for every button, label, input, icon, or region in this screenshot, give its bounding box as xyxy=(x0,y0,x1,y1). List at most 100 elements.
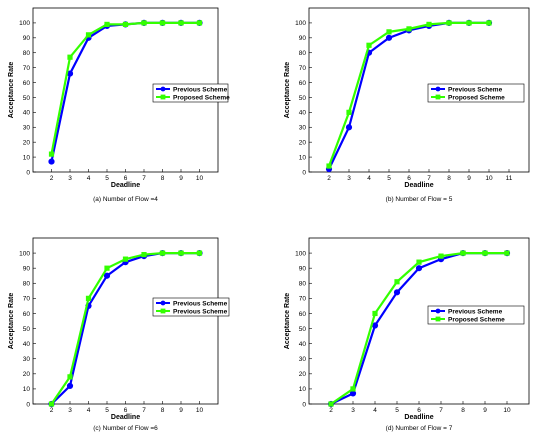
x-tick-label: 11 xyxy=(506,175,513,182)
data-point xyxy=(178,20,184,26)
panel-caption: (d) Number of Flow = 7 xyxy=(386,425,453,432)
plot-frame xyxy=(308,7,530,173)
x-tick-label: 9 xyxy=(179,407,183,414)
y-tick-label: 100 xyxy=(19,20,30,27)
x-tick-label: 4 xyxy=(373,407,377,414)
data-point xyxy=(486,20,492,26)
data-point xyxy=(178,250,184,256)
y-tick-label: 40 xyxy=(299,341,307,348)
x-tick-label: 5 xyxy=(395,407,399,414)
data-point xyxy=(104,265,110,271)
data-point xyxy=(406,26,412,32)
legend-box xyxy=(427,83,525,103)
y-tick-label: 30 xyxy=(299,356,307,363)
y-tick-label: 80 xyxy=(23,50,31,57)
y-tick-label: 70 xyxy=(23,65,31,72)
data-point xyxy=(141,252,147,258)
x-tick-label: 10 xyxy=(503,407,511,414)
x-tick-label: 6 xyxy=(407,175,411,182)
legend-swatch-marker xyxy=(160,308,166,314)
x-tick-label: 4 xyxy=(87,175,91,182)
data-point xyxy=(366,42,372,48)
legend-entry: Previous Scheme xyxy=(448,308,503,315)
y-tick-label: 30 xyxy=(23,125,31,132)
y-tick-label: 20 xyxy=(23,371,31,378)
y-tick-label: 30 xyxy=(23,356,31,363)
y-tick-label: 40 xyxy=(23,341,31,348)
data-point xyxy=(141,20,147,26)
data-point xyxy=(85,295,92,301)
x-tick-label: 8 xyxy=(461,407,465,414)
x-tick-label: 7 xyxy=(427,175,431,182)
data-point xyxy=(66,382,74,389)
y-tick-label: 60 xyxy=(299,311,307,318)
x-tick-label: 5 xyxy=(387,175,391,182)
y-tick-label: 10 xyxy=(23,154,31,161)
data-point xyxy=(385,34,393,41)
data-point xyxy=(416,259,422,265)
legend-entry: Previous Scheme xyxy=(173,86,228,93)
legend-swatch-marker xyxy=(435,316,441,322)
x-axis-label: Deadline xyxy=(404,182,433,189)
data-point xyxy=(85,32,92,38)
y-tick-label: 60 xyxy=(23,311,31,318)
y-tick-label: 0 xyxy=(302,401,306,408)
data-point xyxy=(48,151,55,157)
data-point xyxy=(196,20,203,26)
x-tick-label: 10 xyxy=(196,175,204,182)
legend-swatch-marker xyxy=(160,300,166,306)
data-point xyxy=(48,401,55,407)
data-point xyxy=(345,124,353,131)
y-tick-label: 70 xyxy=(23,296,31,303)
y-axis-label: Acceptance Rate xyxy=(284,62,291,119)
x-tick-label: 8 xyxy=(447,175,451,182)
x-tick-label: 5 xyxy=(105,407,109,414)
data-point xyxy=(67,54,73,60)
legend-box xyxy=(152,297,230,317)
data-point xyxy=(371,322,379,329)
data-point xyxy=(328,401,334,407)
x-axis-label: Deadline xyxy=(404,414,433,421)
chart-panel: 0 10 20 30 40 50 60 70 80 90 100 2 3 4 5 6 7 8 9 10 Deadline… xyxy=(8,237,230,432)
x-tick-label: 7 xyxy=(142,407,146,414)
data-point xyxy=(466,20,472,26)
y-tick-label: 90 xyxy=(23,265,31,272)
y-tick-label: 40 xyxy=(299,110,307,117)
y-tick-label: 90 xyxy=(299,35,307,42)
chart-panel: 0 10 20 30 40 50 60 70 80 90 100 2 3 4 5 6 7 8 9 10 11 Deadli… xyxy=(284,7,530,203)
data-point xyxy=(394,279,400,285)
y-tick-label: 50 xyxy=(299,95,307,102)
y-tick-label: 80 xyxy=(23,281,31,288)
y-tick-label: 0 xyxy=(302,169,306,176)
y-tick-label: 10 xyxy=(299,386,307,393)
x-tick-label: 9 xyxy=(467,175,471,182)
y-tick-label: 50 xyxy=(23,95,31,102)
y-tick-label: 100 xyxy=(295,20,306,27)
y-axis-label: Acceptance Rate xyxy=(284,293,291,350)
data-point xyxy=(326,163,332,169)
y-tick-label: 10 xyxy=(23,386,31,393)
y-tick-label: 10 xyxy=(299,154,307,161)
legend-entry: Previous Scheme xyxy=(448,86,503,93)
data-point xyxy=(482,250,488,256)
data-point xyxy=(67,374,73,380)
y-tick-label: 20 xyxy=(299,139,307,146)
y-tick-label: 70 xyxy=(299,65,307,72)
y-tick-label: 60 xyxy=(23,80,31,87)
y-tick-label: 20 xyxy=(23,139,31,146)
x-tick-label: 9 xyxy=(483,407,487,414)
x-tick-label: 8 xyxy=(161,175,165,182)
x-tick-label: 10 xyxy=(196,407,204,414)
data-point xyxy=(415,265,423,272)
series-line xyxy=(50,251,200,405)
x-tick-label: 6 xyxy=(124,407,128,414)
y-tick-label: 30 xyxy=(299,125,307,132)
data-point xyxy=(48,158,55,165)
data-point xyxy=(122,21,129,27)
legend-entry: Previous Scheme xyxy=(173,308,228,315)
y-tick-label: 70 xyxy=(299,296,307,303)
panel-caption: (c) Number of Flow =6 xyxy=(93,425,158,432)
legend-swatch-marker xyxy=(435,308,441,314)
